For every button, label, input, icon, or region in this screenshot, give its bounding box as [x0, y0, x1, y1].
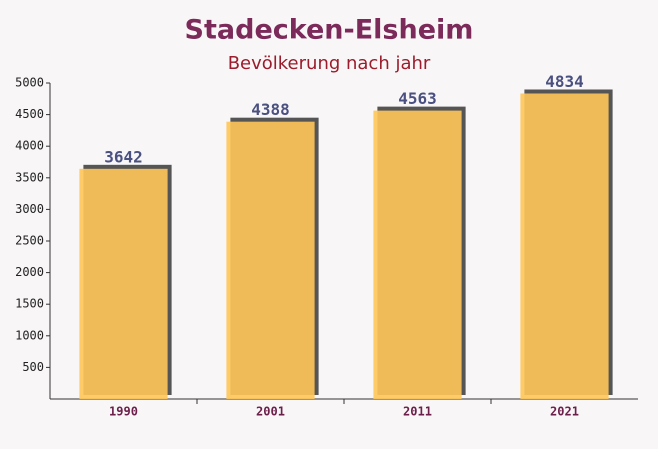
- y-tick-label: 4500: [15, 107, 44, 121]
- x-tick-label: 1990: [109, 405, 138, 419]
- y-tick-label: 500: [22, 360, 44, 374]
- chart-subtitle: Bevölkerung nach jahr: [228, 53, 431, 74]
- y-tick-label: 5000: [15, 76, 44, 90]
- y-tick-label: 2000: [15, 265, 44, 279]
- x-tick-label: 2021: [550, 405, 579, 419]
- value-label: 4388: [251, 100, 290, 119]
- bar: [373, 110, 462, 399]
- y-tick-label: 3000: [15, 202, 44, 216]
- y-tick-label: 3500: [15, 170, 44, 184]
- x-tick-label: 2011: [403, 405, 432, 419]
- y-tick-label: 2500: [15, 234, 44, 248]
- value-label: 4563: [398, 89, 437, 108]
- y-tick-label: 1500: [15, 297, 44, 311]
- bar: [79, 168, 168, 399]
- value-label: 3642: [104, 147, 143, 166]
- y-tick-label: 4000: [15, 139, 44, 153]
- y-tick-label: 1000: [15, 328, 44, 342]
- bar: [520, 93, 609, 399]
- x-tick-label: 2001: [256, 405, 285, 419]
- value-label: 4834: [545, 72, 584, 91]
- bar: [226, 121, 315, 399]
- chart-title: Stadecken-Elsheim: [185, 15, 474, 46]
